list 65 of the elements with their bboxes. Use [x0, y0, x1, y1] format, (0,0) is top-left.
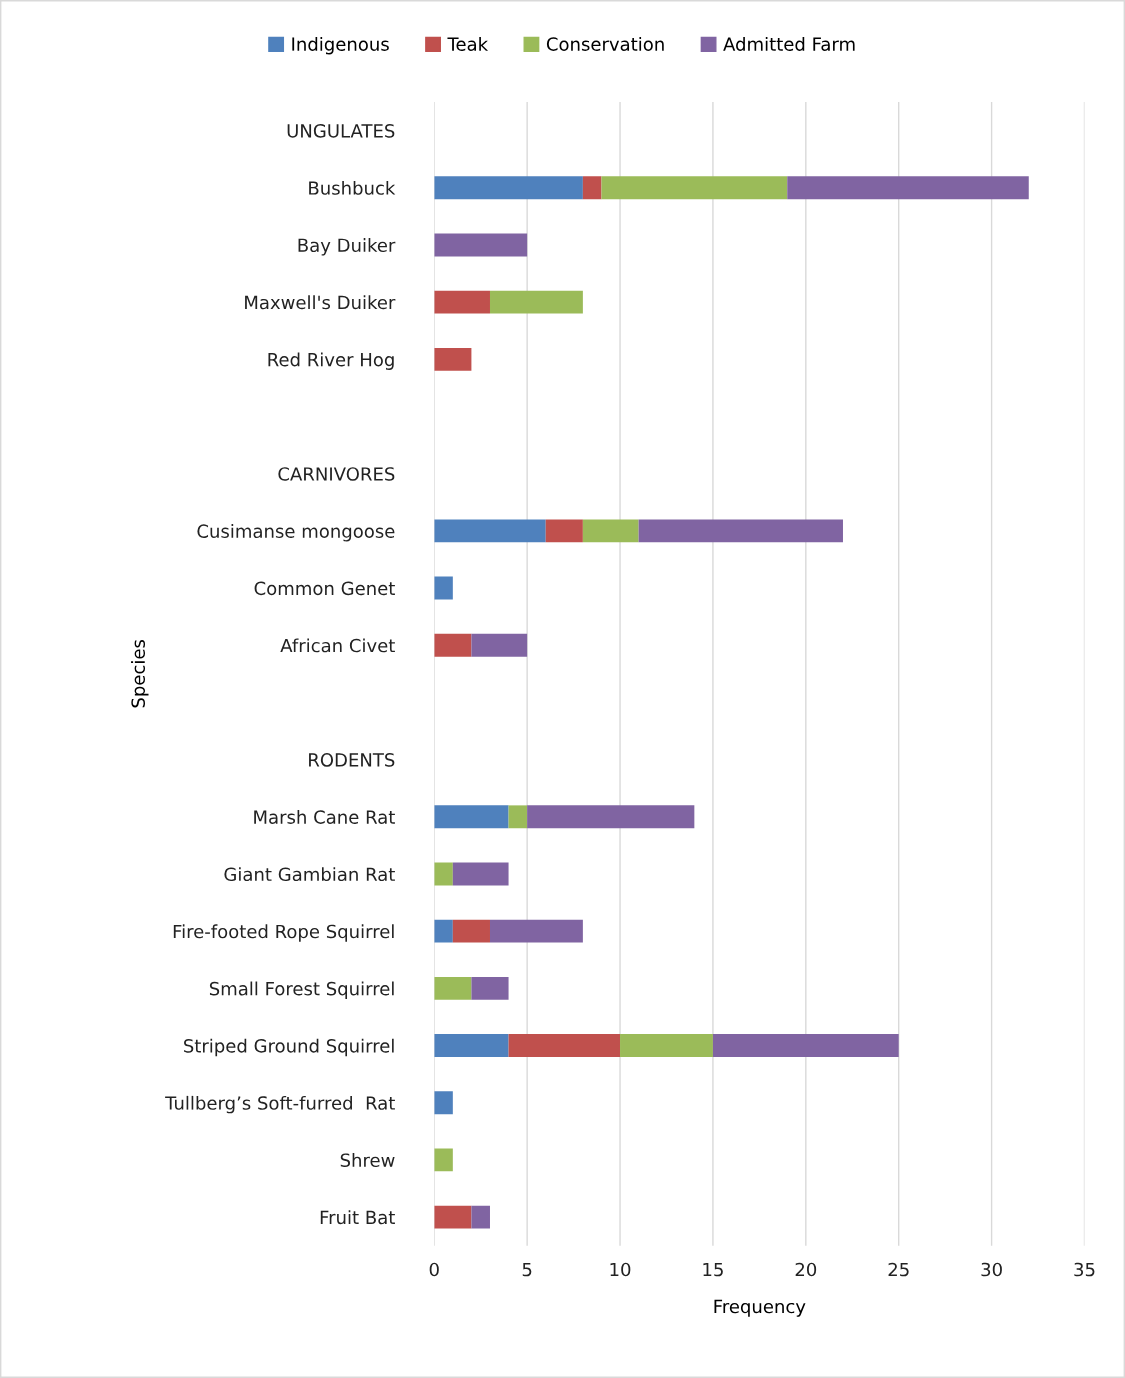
bar — [471, 633, 528, 657]
legend-label: Conservation — [546, 36, 664, 51]
bar — [582, 176, 602, 200]
bar — [545, 519, 583, 543]
bar — [452, 862, 509, 886]
y-tick-label: Bushbuck — [309, 180, 396, 195]
bar — [508, 805, 528, 829]
y-tick-label: Shrew — [340, 1153, 395, 1168]
y-tick-label: Bay Duiker — [298, 238, 396, 256]
bar — [489, 919, 583, 943]
y-axis-title: Species — [131, 639, 149, 708]
legend-label: Admitted Farm — [723, 36, 855, 51]
bar — [434, 633, 472, 657]
bar — [434, 862, 453, 886]
bar — [601, 176, 788, 200]
y-tick-label: RODENTS — [309, 753, 395, 767]
y-tick-label: Giant Gambian Rat — [224, 867, 395, 882]
y-tick-label: Tullberg’s Soft-furred Rat — [165, 1095, 395, 1114]
bar — [434, 290, 490, 314]
bar — [434, 1148, 453, 1172]
bar — [638, 519, 843, 543]
y-tick-label: Cusimanse mongoose — [197, 524, 395, 542]
y-tick-label: Fruit Bat — [320, 1210, 395, 1225]
bar — [434, 176, 583, 200]
legend-label: Teak — [447, 36, 489, 51]
y-tick-label: Striped Ground Squirrel — [184, 1038, 394, 1057]
x-tick-label: 35 — [1074, 1262, 1095, 1277]
bar — [434, 919, 453, 943]
bar — [434, 347, 472, 371]
x-tick-label: 25 — [888, 1262, 909, 1277]
y-tick-label: Small Forest Squirrel — [209, 981, 394, 999]
bar — [434, 576, 453, 600]
x-tick-label: 0 — [429, 1262, 439, 1277]
bar — [434, 976, 472, 1000]
bar — [471, 976, 509, 1000]
x-tick-label: 5 — [522, 1262, 532, 1277]
bar — [712, 1034, 899, 1057]
y-tick-label: African Civet — [280, 638, 395, 653]
bar — [582, 519, 639, 543]
y-tick-label: Common Genet — [254, 581, 395, 596]
bar — [434, 805, 509, 829]
x-axis-title: Frequency — [714, 1299, 806, 1317]
bar — [508, 1034, 621, 1057]
y-tick-label: CARNIVORES — [278, 467, 395, 481]
bar — [787, 176, 1029, 200]
y-tick-label: Red River Hog — [268, 352, 394, 370]
bar — [434, 233, 528, 257]
bar — [434, 1091, 453, 1115]
y-tick-label: Maxwell's Duiker — [245, 295, 396, 310]
bar — [471, 1205, 490, 1229]
bar — [620, 1034, 713, 1057]
x-tick-label: 30 — [981, 1262, 1002, 1277]
bar — [434, 1034, 509, 1057]
bar — [527, 805, 695, 829]
legend-label: Indigenous — [292, 36, 389, 55]
x-tick-label: 20 — [795, 1262, 817, 1277]
y-tick-label: UNGULATES — [287, 124, 395, 138]
y-tick-label: Marsh Cane Rat — [254, 809, 395, 824]
bar — [434, 1205, 472, 1229]
x-tick-label: 15 — [703, 1262, 723, 1277]
y-tick-label: Fire-footed Rope Squirrel — [173, 924, 394, 942]
bar — [434, 519, 546, 543]
x-tick-label: 10 — [610, 1262, 631, 1277]
bar — [489, 290, 583, 314]
bar — [452, 919, 490, 943]
